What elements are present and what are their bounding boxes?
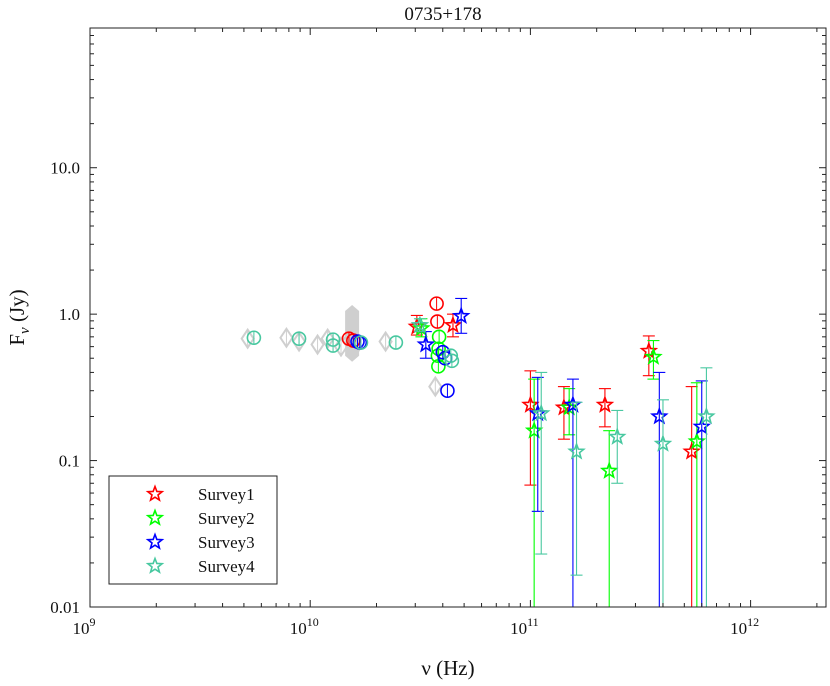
circle-point-survey4	[388, 335, 404, 350]
legend-marker-survey2	[145, 508, 165, 526]
y-axis-label-unit: (Jy)	[5, 289, 29, 327]
legend-label-survey1: Survey1	[198, 485, 255, 504]
legend-box	[108, 475, 278, 585]
x-tick-label: 1012	[730, 615, 759, 638]
x-tick-label-exp: 9	[90, 615, 96, 629]
star-point-survey2	[599, 461, 619, 479]
legend-label-survey3: Survey3	[198, 533, 255, 552]
star-point-survey4	[531, 403, 551, 422]
circle-point-survey4	[325, 338, 341, 353]
legend-marker-survey4	[145, 556, 165, 574]
legend: Survey1 Survey2 Survey3 Survey4	[108, 475, 278, 585]
y-tick-label: 0.01	[50, 598, 80, 617]
x-tick-label: 109	[73, 615, 96, 638]
star-point-survey2	[644, 347, 663, 365]
x-tick-label-base: 10	[510, 619, 527, 638]
x-tick-label-exp: 12	[747, 615, 759, 629]
star-point-survey1	[443, 315, 463, 334]
circle-point-survey4	[443, 348, 459, 364]
y-axis-label-main: F	[5, 334, 29, 346]
star-point-survey3	[416, 334, 436, 353]
star-point-survey4	[410, 315, 430, 334]
star-point-survey4	[697, 406, 716, 425]
circle-point-survey1	[430, 314, 445, 329]
circle-point-survey4	[444, 353, 460, 369]
star-point-survey1	[521, 395, 540, 413]
y-tick-label: 10.0	[50, 159, 80, 178]
star-point-survey3	[692, 417, 712, 435]
star-point-survey2	[524, 420, 544, 439]
star-point-survey4	[567, 441, 586, 460]
legend-marker-survey1	[145, 484, 165, 502]
x-tick-label-exp: 10	[307, 615, 319, 629]
archival-point	[279, 326, 294, 349]
legend-marker-survey3	[145, 532, 165, 550]
archival-point	[378, 330, 393, 353]
circle-point-survey3	[435, 344, 451, 360]
chart-title: 0735+178	[404, 4, 481, 25]
circle-point-survey4	[246, 330, 262, 346]
legend-label-survey2: Survey2	[198, 509, 255, 528]
x-tick-label: 1010	[290, 615, 319, 638]
archival-point	[240, 327, 255, 350]
circle-point-survey4	[291, 331, 307, 346]
circle-point-survey3	[440, 383, 455, 399]
x-tick-label: 1011	[510, 615, 539, 638]
star-point-survey4	[607, 427, 627, 445]
archival-point	[428, 375, 443, 398]
x-tick-label-base: 10	[73, 619, 90, 638]
star-point-survey1	[595, 395, 615, 413]
y-axis-label: Fν (Jy)	[5, 289, 33, 345]
archival-point	[291, 330, 307, 353]
plot-frame	[89, 27, 827, 608]
x-tick-label-exp: 11	[527, 615, 539, 629]
plot-area	[240, 296, 716, 607]
y-tick-label: 0.1	[59, 452, 80, 471]
legend-label-survey4: Survey4	[198, 557, 255, 576]
x-tick-label-base: 10	[730, 619, 747, 638]
star-point-survey3	[650, 406, 669, 425]
y-tick-label: 1.0	[59, 305, 80, 324]
archival-point	[310, 333, 325, 356]
star-point-survey3	[451, 306, 471, 324]
x-axis-label: ν (Hz)	[421, 656, 474, 680]
circle-point-survey4	[353, 335, 369, 350]
star-point-survey4	[653, 434, 673, 452]
x-tick-label-base: 10	[290, 619, 307, 638]
y-axis-label-sub: ν	[17, 327, 33, 334]
circle-point-survey1	[429, 296, 444, 311]
